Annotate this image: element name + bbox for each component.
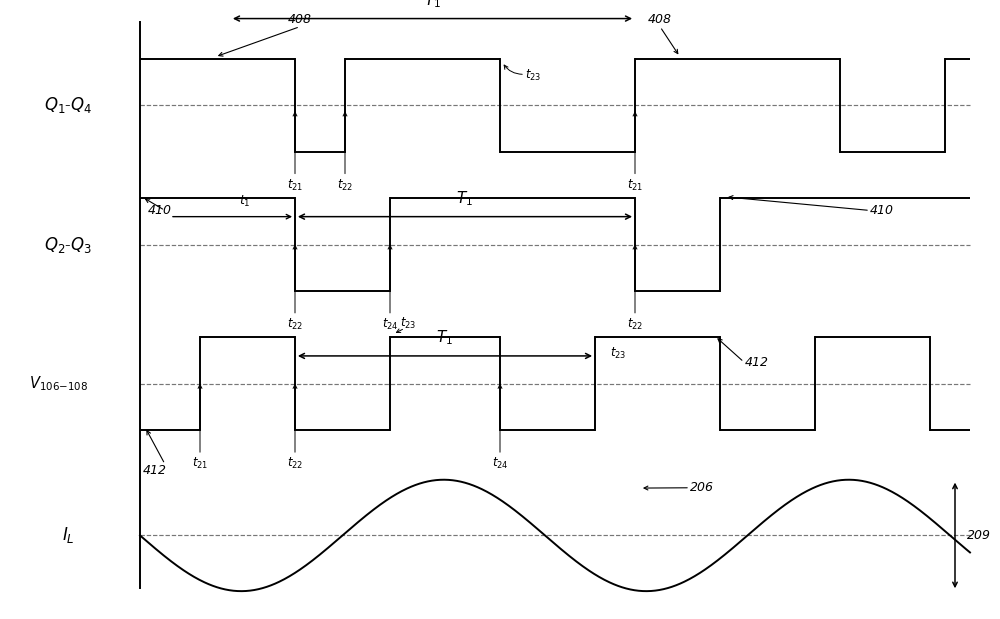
Text: $Q_2$-$Q_3$: $Q_2$-$Q_3$ — [44, 235, 92, 254]
Text: $t_{24}$: $t_{24}$ — [382, 317, 398, 332]
Text: $T_1$: $T_1$ — [436, 329, 454, 347]
Text: $t_{24}$: $t_{24}$ — [492, 456, 508, 471]
Text: $I_L$: $I_L$ — [62, 526, 74, 545]
Text: 209: 209 — [967, 529, 991, 542]
Text: $T_1$: $T_1$ — [424, 0, 441, 10]
Text: 412: 412 — [143, 464, 167, 477]
Text: $V_{106\mathsf{-}108}$: $V_{106\mathsf{-}108}$ — [29, 374, 87, 393]
Text: $t_{22}$: $t_{22}$ — [287, 317, 303, 332]
Text: $T_1$: $T_1$ — [456, 189, 474, 208]
Text: 410: 410 — [870, 204, 894, 217]
Text: $t_{21}$: $t_{21}$ — [192, 456, 208, 471]
Text: $t_{23}$: $t_{23}$ — [525, 68, 541, 83]
Text: $t_{22}$: $t_{22}$ — [337, 178, 353, 193]
Text: $t_{22}$: $t_{22}$ — [627, 317, 643, 332]
Text: 408: 408 — [288, 13, 312, 26]
Text: 410: 410 — [148, 204, 172, 217]
Text: $t_1$: $t_1$ — [239, 194, 250, 209]
Text: $t_{22}$: $t_{22}$ — [287, 456, 303, 471]
Text: $t_{21}$: $t_{21}$ — [287, 178, 303, 193]
Text: 206: 206 — [690, 481, 714, 495]
Text: $Q_1$-$Q_4$: $Q_1$-$Q_4$ — [44, 95, 92, 115]
Text: $t_{23}$: $t_{23}$ — [400, 316, 416, 331]
Text: $t_{21}$: $t_{21}$ — [627, 178, 643, 193]
Text: 412: 412 — [745, 355, 769, 369]
Text: $t_{23}$: $t_{23}$ — [610, 346, 626, 361]
Text: 408: 408 — [648, 13, 672, 26]
